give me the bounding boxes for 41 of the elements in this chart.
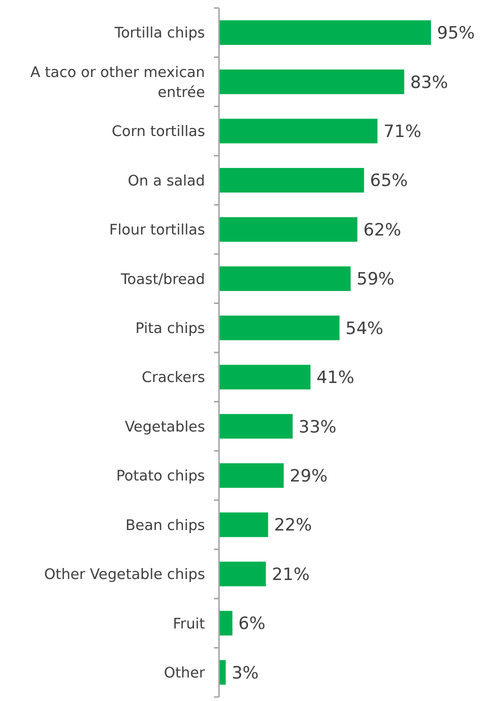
data-label: 95% — [437, 24, 475, 44]
data-label: 71% — [383, 122, 422, 142]
data-label: 54% — [346, 318, 384, 339]
y-tick-label: Tortilla chips — [114, 26, 205, 42]
bar — [219, 414, 293, 439]
bar — [219, 316, 340, 340]
data-label: 41% — [316, 368, 354, 388]
bar — [219, 610, 232, 636]
bar — [219, 20, 431, 45]
y-tick-label: Vegetables — [124, 419, 205, 436]
y-tick-label: Potato chips — [116, 468, 205, 485]
y-tick-label: Flour tortillas — [109, 222, 205, 239]
y-tick-label: Fruit — [172, 616, 206, 632]
bar — [219, 364, 310, 390]
bar — [219, 562, 266, 586]
data-label: 65% — [370, 171, 408, 192]
data-label: 22% — [274, 516, 312, 536]
data-label: 3% — [232, 663, 259, 684]
y-tick-label: Pita chips — [135, 320, 205, 337]
y-tick-label: On a salad — [128, 173, 205, 190]
bar — [219, 118, 378, 144]
y-tick-label: Crackers — [142, 370, 205, 386]
y-tick-label: Bean chips — [125, 518, 205, 534]
bar — [219, 512, 268, 538]
data-label: 21% — [272, 564, 310, 585]
y-tick-label: Corn tortillas — [112, 124, 205, 140]
bar — [219, 217, 358, 242]
y-tick-label: Other — [164, 665, 206, 682]
bar — [219, 70, 404, 94]
data-label: 62% — [363, 220, 402, 240]
data-label: 59% — [356, 270, 394, 290]
data-label: 33% — [298, 417, 336, 438]
bar — [219, 168, 364, 193]
y-tick-label: Other Vegetable chips — [44, 567, 205, 584]
data-label: 6% — [238, 614, 266, 634]
bar — [219, 463, 284, 488]
data-label: 83% — [410, 72, 448, 93]
bar — [219, 266, 351, 291]
data-label: 29% — [290, 466, 328, 486]
y-tick-label: A taco or other mexican entrée — [30, 64, 206, 101]
y-tick-label: Toast/bread — [120, 272, 205, 288]
